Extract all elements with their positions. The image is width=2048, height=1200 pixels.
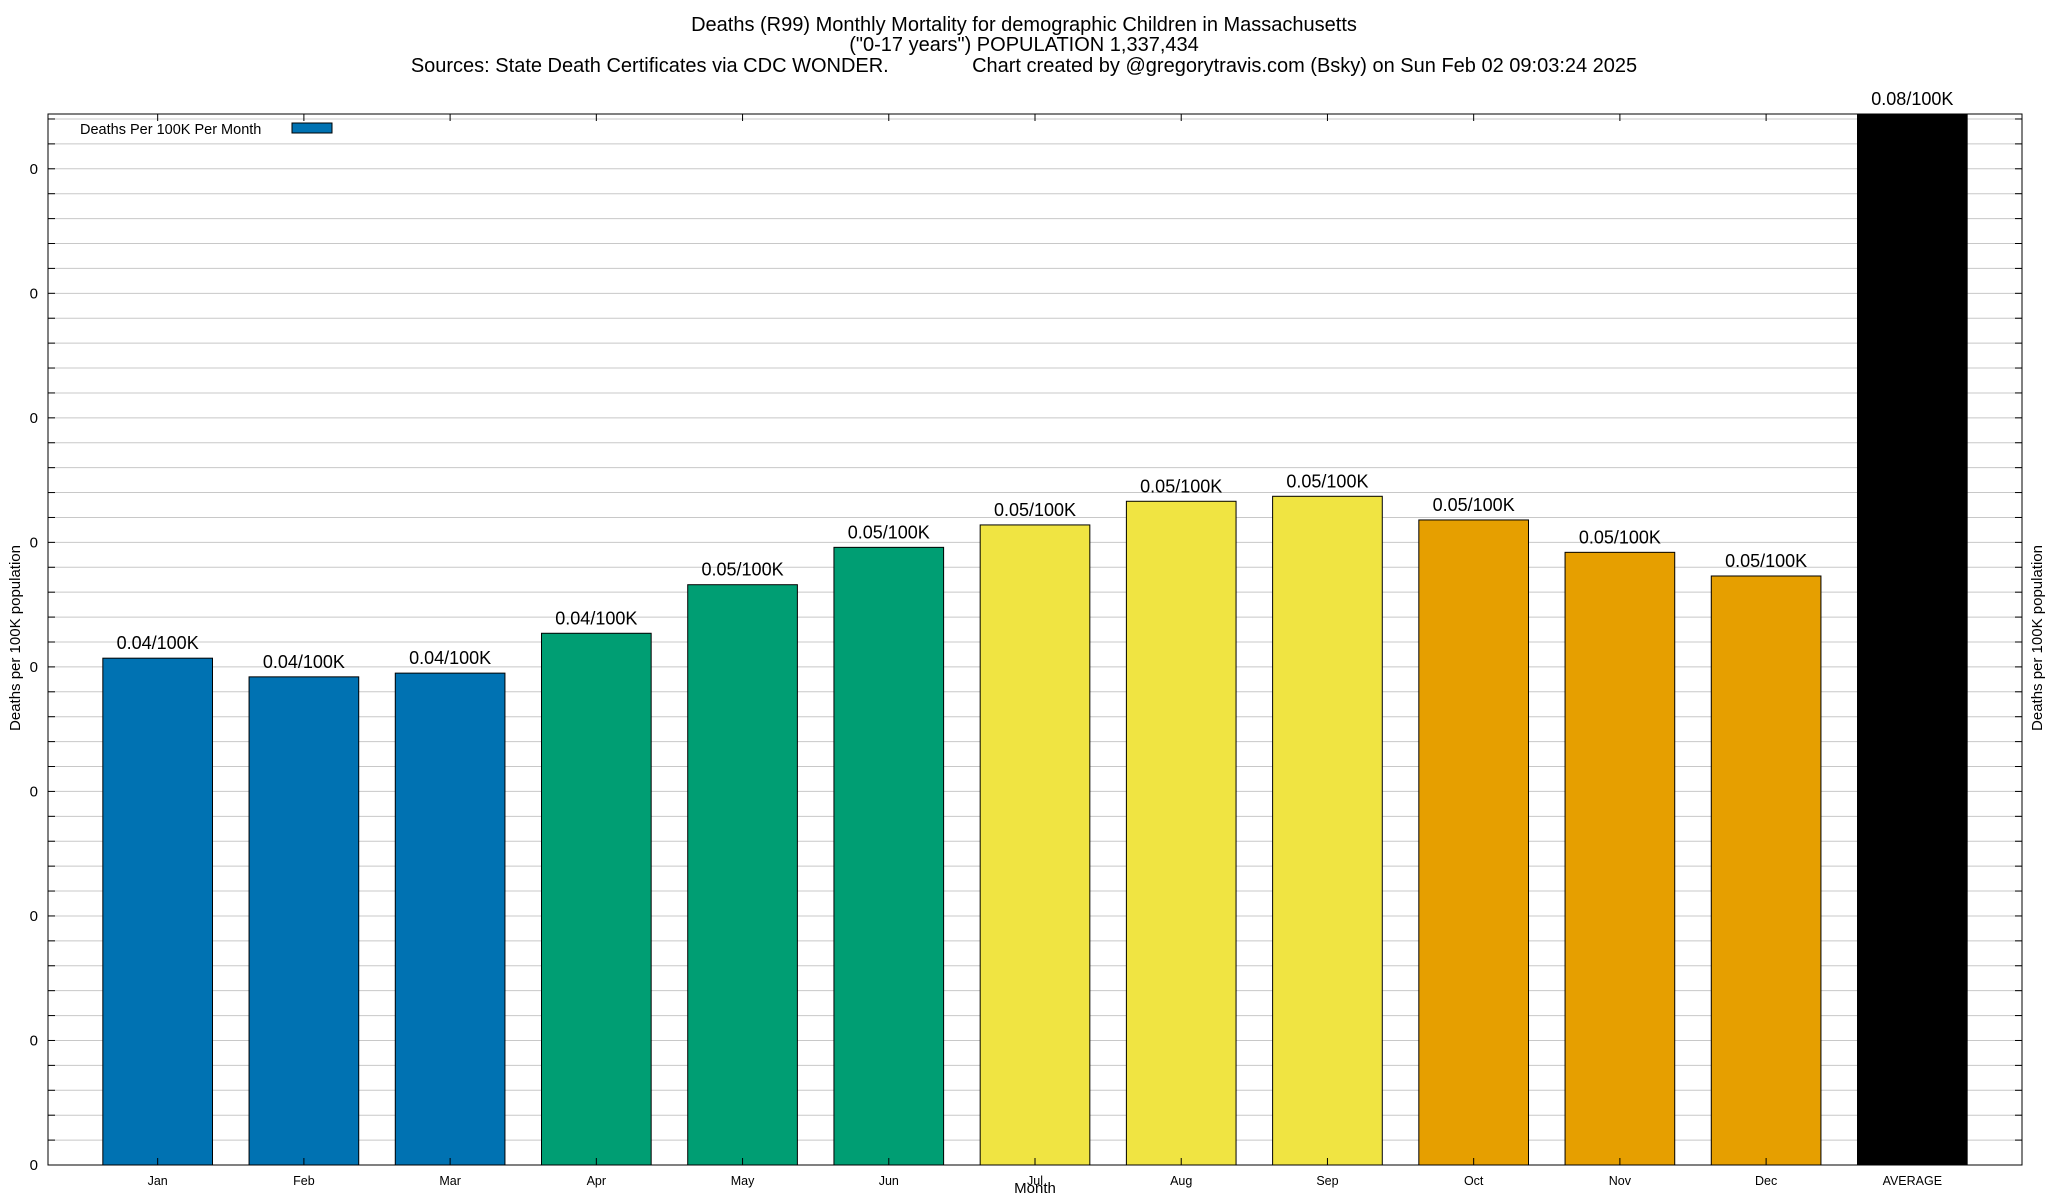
y-tick-label: 0 <box>30 1032 38 1049</box>
bar-value-label: 0.05/100K <box>1725 551 1807 571</box>
bar-oct <box>1418 519 1530 1166</box>
x-axis-label: Month <box>1014 1180 1056 1197</box>
y-tick-label: 0 <box>30 783 38 800</box>
x-tick-label: Jun <box>879 1174 899 1188</box>
bar-value-label: 0.04/100K <box>263 652 345 672</box>
bar-value-label: 0.05/100K <box>1579 527 1661 547</box>
y-tick-label: 0 <box>30 659 38 676</box>
bar-aug <box>1125 500 1237 1166</box>
bar-nov <box>1564 551 1676 1166</box>
bar-jan <box>102 657 213 1166</box>
legend-label: Deaths Per 100K Per Month <box>80 122 261 138</box>
x-tick-label: Apr <box>587 1174 606 1188</box>
bar-value-label: 0.05/100K <box>848 522 930 542</box>
y-tick-label: 0 <box>30 534 38 551</box>
chart-title-line-2: ("0-17 years") POPULATION 1,337,434 <box>849 34 1199 56</box>
y-axis-label-right: Deaths per 100K population <box>2029 545 2046 731</box>
plot-frame <box>47 113 2023 1166</box>
x-tick-labels: Jan Feb Mar Apr May Jun Jul Aug Sep Oct Nov Dec AVER… <box>148 114 1943 1188</box>
bar-value-label: 0.05/100K <box>994 500 1076 520</box>
bar-value-label: 0.08/100K <box>1871 89 1953 109</box>
bar-value-label: 0.05/100K <box>1433 495 1515 515</box>
legend: Deaths Per 100K Per Month <box>80 122 333 138</box>
y-tick-label: 0 <box>30 161 38 178</box>
bar-feb <box>248 676 360 1166</box>
bar-value-label: 0.04/100K <box>555 608 637 628</box>
bar-dec <box>1710 575 1822 1166</box>
bar-apr <box>541 632 652 1166</box>
x-tick-label: Nov <box>1609 1174 1632 1188</box>
x-tick-label: Dec <box>1755 1174 1777 1188</box>
y-tick-label: 0 <box>30 410 38 427</box>
y-tick-label: 0 <box>30 908 38 925</box>
y-tick-label: 0 <box>30 285 38 302</box>
bar-may <box>687 584 798 1166</box>
y-axis-label-left: Deaths per 100K population <box>7 545 24 731</box>
x-tick-label: Jan <box>148 1174 168 1188</box>
x-tick-label: Jul <box>1027 1174 1043 1188</box>
bar-jun <box>833 546 945 1166</box>
y-tick-labels: 0 0 0 0 0 0 0 0 0 <box>30 161 38 1174</box>
bar-value-labels: 0.04/100K 0.04/100K 0.04/100K 0.04/100K 0.05… <box>117 89 1954 672</box>
x-tick-label: Mar <box>439 1174 461 1188</box>
y-tick-label: 0 <box>30 1157 38 1174</box>
chart-title-line-3: Sources: State Death Certificates via CD… <box>411 55 1637 77</box>
bar-mar <box>394 672 506 1166</box>
x-tick-label: Aug <box>1170 1174 1192 1188</box>
bar-value-label: 0.04/100K <box>409 648 491 668</box>
x-tick-label: Oct <box>1464 1174 1484 1188</box>
bars <box>102 113 1968 1166</box>
bar-value-label: 0.05/100K <box>1286 471 1368 491</box>
x-tick-label: AVERAGE <box>1883 1174 1943 1188</box>
bar-value-label: 0.04/100K <box>117 633 199 653</box>
legend-swatch <box>291 122 333 134</box>
bar-sep <box>1272 495 1383 1166</box>
bar-value-label: 0.05/100K <box>702 560 784 580</box>
bar-jul <box>979 524 1091 1166</box>
x-tick-label: Sep <box>1316 1174 1338 1188</box>
x-tick-label: Feb <box>293 1174 315 1188</box>
chart-title-line-1: Deaths (R99) Monthly Mortality for demog… <box>691 14 1357 36</box>
bar-average <box>1857 113 1968 1166</box>
x-tick-label: May <box>731 1174 755 1188</box>
bar-value-label: 0.05/100K <box>1140 476 1222 496</box>
